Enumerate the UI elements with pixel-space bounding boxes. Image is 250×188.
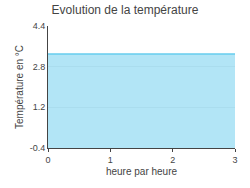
svg-text:Evolution de la température: Evolution de la température [52,3,199,17]
svg-text:heure par heure: heure par heure [106,166,178,177]
svg-text:2: 2 [170,155,175,165]
svg-text:2.8: 2.8 [33,62,46,72]
svg-text:3: 3 [232,155,237,165]
svg-text:-0.4: -0.4 [30,143,46,153]
svg-text:Température en °C: Température en °C [14,45,25,129]
svg-text:1: 1 [108,155,113,165]
svg-text:1.2: 1.2 [33,102,46,112]
svg-text:4.4: 4.4 [33,21,46,31]
svg-text:0: 0 [45,155,50,165]
